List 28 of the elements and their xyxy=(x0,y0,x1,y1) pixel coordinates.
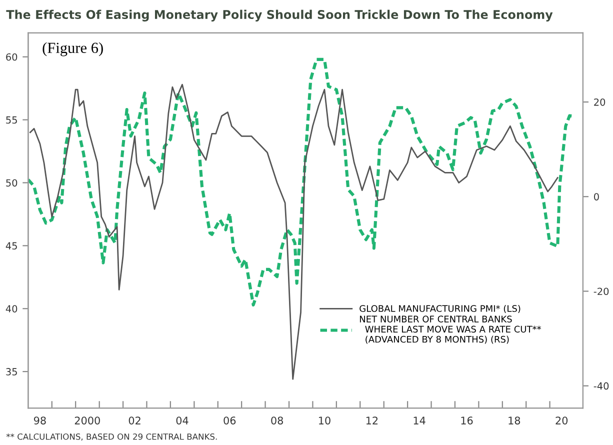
x-tick-label: 98 xyxy=(34,416,46,424)
x-tick-label: 06 xyxy=(224,416,236,424)
x-tick-label: 14 xyxy=(414,416,426,424)
x-tick-label: 2000 xyxy=(74,416,100,424)
y2-tick-label: -40 xyxy=(594,382,609,390)
legend-label: GLOBAL MANUFACTURING PMI* (LS) xyxy=(360,304,520,313)
legend-label: NET NUMBER OF CENTRAL BANKS WHERE LAST MOVE WAS A RATE CUT** (ADVANCED BY 8 MONTHS) (RS) xyxy=(360,316,542,344)
text: ** CALCULATIONS, BASED ON 29 CENTRAL BANKS. xyxy=(6,433,217,441)
x-tick-label: 12 xyxy=(366,416,378,424)
x-tick-label: 08 xyxy=(271,416,283,424)
y2-tick-label: -20 xyxy=(594,288,609,296)
y2-tick-label: 0 xyxy=(594,193,599,200)
x-tick-label: 20 xyxy=(556,416,568,424)
x-tick-label: 16 xyxy=(461,416,473,424)
x-tick-label: 10 xyxy=(318,416,330,424)
x-tick-label: 18 xyxy=(508,416,520,424)
chart-title: The Effects Of Easing Monetary Policy Should Soon Trickle Down To The Economy xyxy=(6,10,553,22)
y-tick-label: 55 xyxy=(6,116,17,124)
annotation: (Figure 6) xyxy=(42,42,103,56)
y-tick-label: 50 xyxy=(6,179,18,187)
x-tick-label: 04 xyxy=(176,416,188,424)
y-tick-label: 45 xyxy=(6,242,17,250)
x-tick-label: 02 xyxy=(128,416,140,424)
y-tick-label: 35 xyxy=(6,368,17,376)
y-tick-label: 60 xyxy=(6,53,18,61)
y2-tick-label: 20 xyxy=(594,98,606,106)
line-series xyxy=(30,84,558,380)
y-tick-label: 40 xyxy=(6,305,18,312)
